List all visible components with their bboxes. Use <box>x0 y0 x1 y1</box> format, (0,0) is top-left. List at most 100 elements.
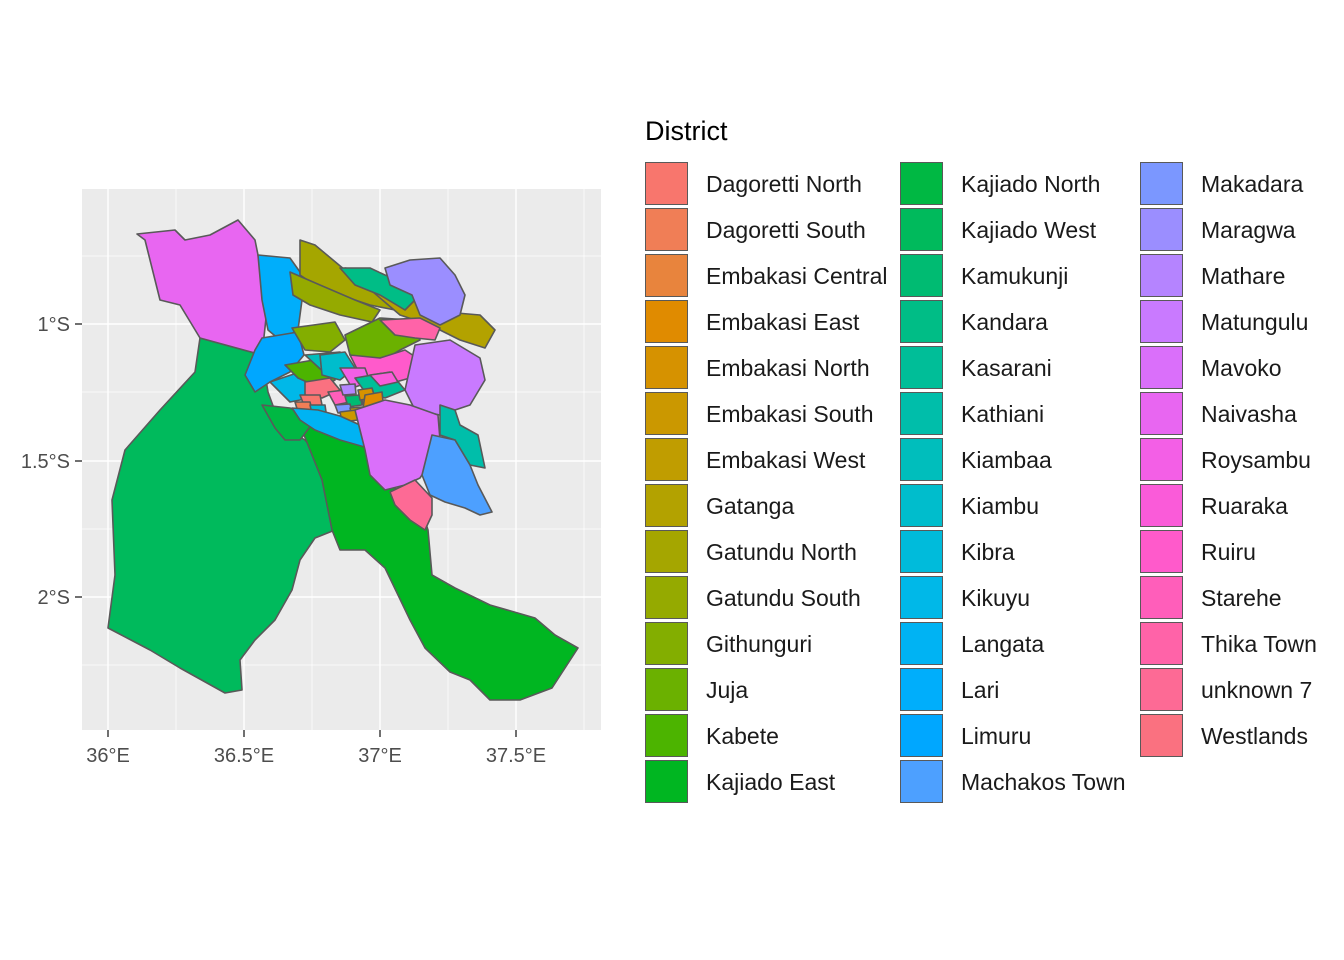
legend-label: Kajiado West <box>961 217 1097 243</box>
legend-swatch <box>900 668 943 711</box>
legend-swatch <box>645 668 688 711</box>
district-kathiani <box>439 404 486 469</box>
legend-label: Gatundu North <box>706 539 857 565</box>
legend-swatch <box>1140 438 1183 481</box>
legend-label: Kiambu <box>961 493 1039 519</box>
map-axes: 36°E 36.5°E 37°E 37.5°E 1°S 1.5°S 2°S <box>21 314 546 767</box>
legend-label: Gatundu South <box>706 585 861 611</box>
legend-label: Roysambu <box>1201 447 1311 473</box>
legend-label: Kathiani <box>961 401 1045 427</box>
district-matungulu <box>404 339 486 416</box>
map-panel: 36°E 36.5°E 37°E 37.5°E 1°S 1.5°S 2°S <box>0 0 620 960</box>
district-mathare <box>339 383 357 396</box>
legend-swatch <box>900 208 943 251</box>
legend-swatch <box>645 714 688 757</box>
legend-label: Westlands <box>1201 723 1308 749</box>
legend-label: Kasarani <box>961 355 1052 381</box>
legend-swatch <box>645 162 688 205</box>
legend-label: Embakasi West <box>706 447 866 473</box>
legend-swatch <box>1140 254 1183 297</box>
legend-swatch <box>900 300 943 343</box>
legend-label: Githunguri <box>706 631 813 657</box>
legend-swatch <box>900 346 943 389</box>
legend-label: Dagoretti North <box>706 171 862 197</box>
legend-label: Dagoretti South <box>706 217 866 243</box>
legend-label: Embakasi East <box>706 309 860 335</box>
district-polygons <box>107 219 579 701</box>
legend-label: Kiambaa <box>961 447 1052 473</box>
legend-label: Limuru <box>961 723 1032 749</box>
legend-swatch <box>1140 530 1183 573</box>
legend-swatch <box>645 622 688 665</box>
legend-swatch <box>1140 622 1183 665</box>
legend-swatch <box>1140 576 1183 619</box>
legend-label: Ruiru <box>1201 539 1256 565</box>
legend-swatch <box>1140 484 1183 527</box>
legend-swatch <box>645 300 688 343</box>
legend-label: Maragwa <box>1201 217 1296 243</box>
x-tick-label: 36°E <box>86 745 130 767</box>
district-machakos-town <box>421 434 493 516</box>
legend-swatch <box>1140 392 1183 435</box>
legend-swatch <box>900 392 943 435</box>
legend-label: Mavoko <box>1201 355 1282 381</box>
y-tick-label: 1°S <box>38 314 70 336</box>
district-mavoko <box>354 399 441 491</box>
legend-label: Langata <box>961 631 1045 657</box>
legend-label: Kajiado East <box>706 769 836 795</box>
y-tick-label: 1.5°S <box>21 451 70 473</box>
legend-swatch <box>645 530 688 573</box>
legend-label: Gatanga <box>706 493 795 519</box>
legend-label: Embakasi Central <box>706 263 888 289</box>
legend-label: Kabete <box>706 723 779 749</box>
legend-swatch <box>900 484 943 527</box>
x-tick-label: 36.5°E <box>214 745 274 767</box>
legend-swatch <box>900 438 943 481</box>
x-tick-label: 37.5°E <box>486 745 546 767</box>
legend-label: unknown 7 <box>1201 677 1313 703</box>
district-map: 36°E 36.5°E 37°E 37.5°E 1°S 1.5°S 2°S <box>21 189 601 767</box>
legend-label: Makadara <box>1201 171 1304 197</box>
legend-swatch <box>645 392 688 435</box>
legend-label: Embakasi North <box>706 355 870 381</box>
legend-label: Ruaraka <box>1201 493 1288 519</box>
district-maragwa <box>384 257 466 326</box>
legend-swatch <box>645 760 688 803</box>
legend-label: Embakasi South <box>706 401 874 427</box>
legend-swatch <box>645 208 688 251</box>
legend-label: Matungulu <box>1201 309 1309 335</box>
legend-swatch <box>645 576 688 619</box>
legend-title: District <box>645 116 728 146</box>
legend-label: Juja <box>706 677 749 703</box>
legend-label: Thika Town <box>1201 631 1317 657</box>
legend-label: Kibra <box>961 539 1015 565</box>
legend-label: Kandara <box>961 309 1048 335</box>
legend-swatch <box>1140 346 1183 389</box>
legend-swatch <box>900 254 943 297</box>
legend-swatch <box>900 760 943 803</box>
legend-swatch <box>900 530 943 573</box>
legend-label: Kamukunji <box>961 263 1069 289</box>
legend-swatch <box>645 254 688 297</box>
legend-swatch <box>1140 714 1183 757</box>
legend-label: Starehe <box>1201 585 1282 611</box>
legend-swatch <box>1140 208 1183 251</box>
legend-swatch <box>1140 162 1183 205</box>
legend-swatch <box>900 576 943 619</box>
district-ruaraka <box>369 371 399 387</box>
legend-label: Naivasha <box>1201 401 1297 427</box>
legend-label: Machakos Town <box>961 769 1126 795</box>
x-tick-label: 37°E <box>358 745 402 767</box>
legend-label: Kikuyu <box>961 585 1031 611</box>
legend-swatch <box>645 438 688 481</box>
legend-label: Kajiado North <box>961 171 1101 197</box>
legend-swatch <box>900 714 943 757</box>
legend-swatch <box>645 484 688 527</box>
y-tick-label: 2°S <box>38 587 70 609</box>
district-unknown-7 <box>389 479 433 531</box>
legend-swatch <box>1140 668 1183 711</box>
legend-swatch <box>900 162 943 205</box>
district-thika-town <box>379 317 441 341</box>
district-githunguri <box>291 321 346 353</box>
legend-label: Mathare <box>1201 263 1286 289</box>
